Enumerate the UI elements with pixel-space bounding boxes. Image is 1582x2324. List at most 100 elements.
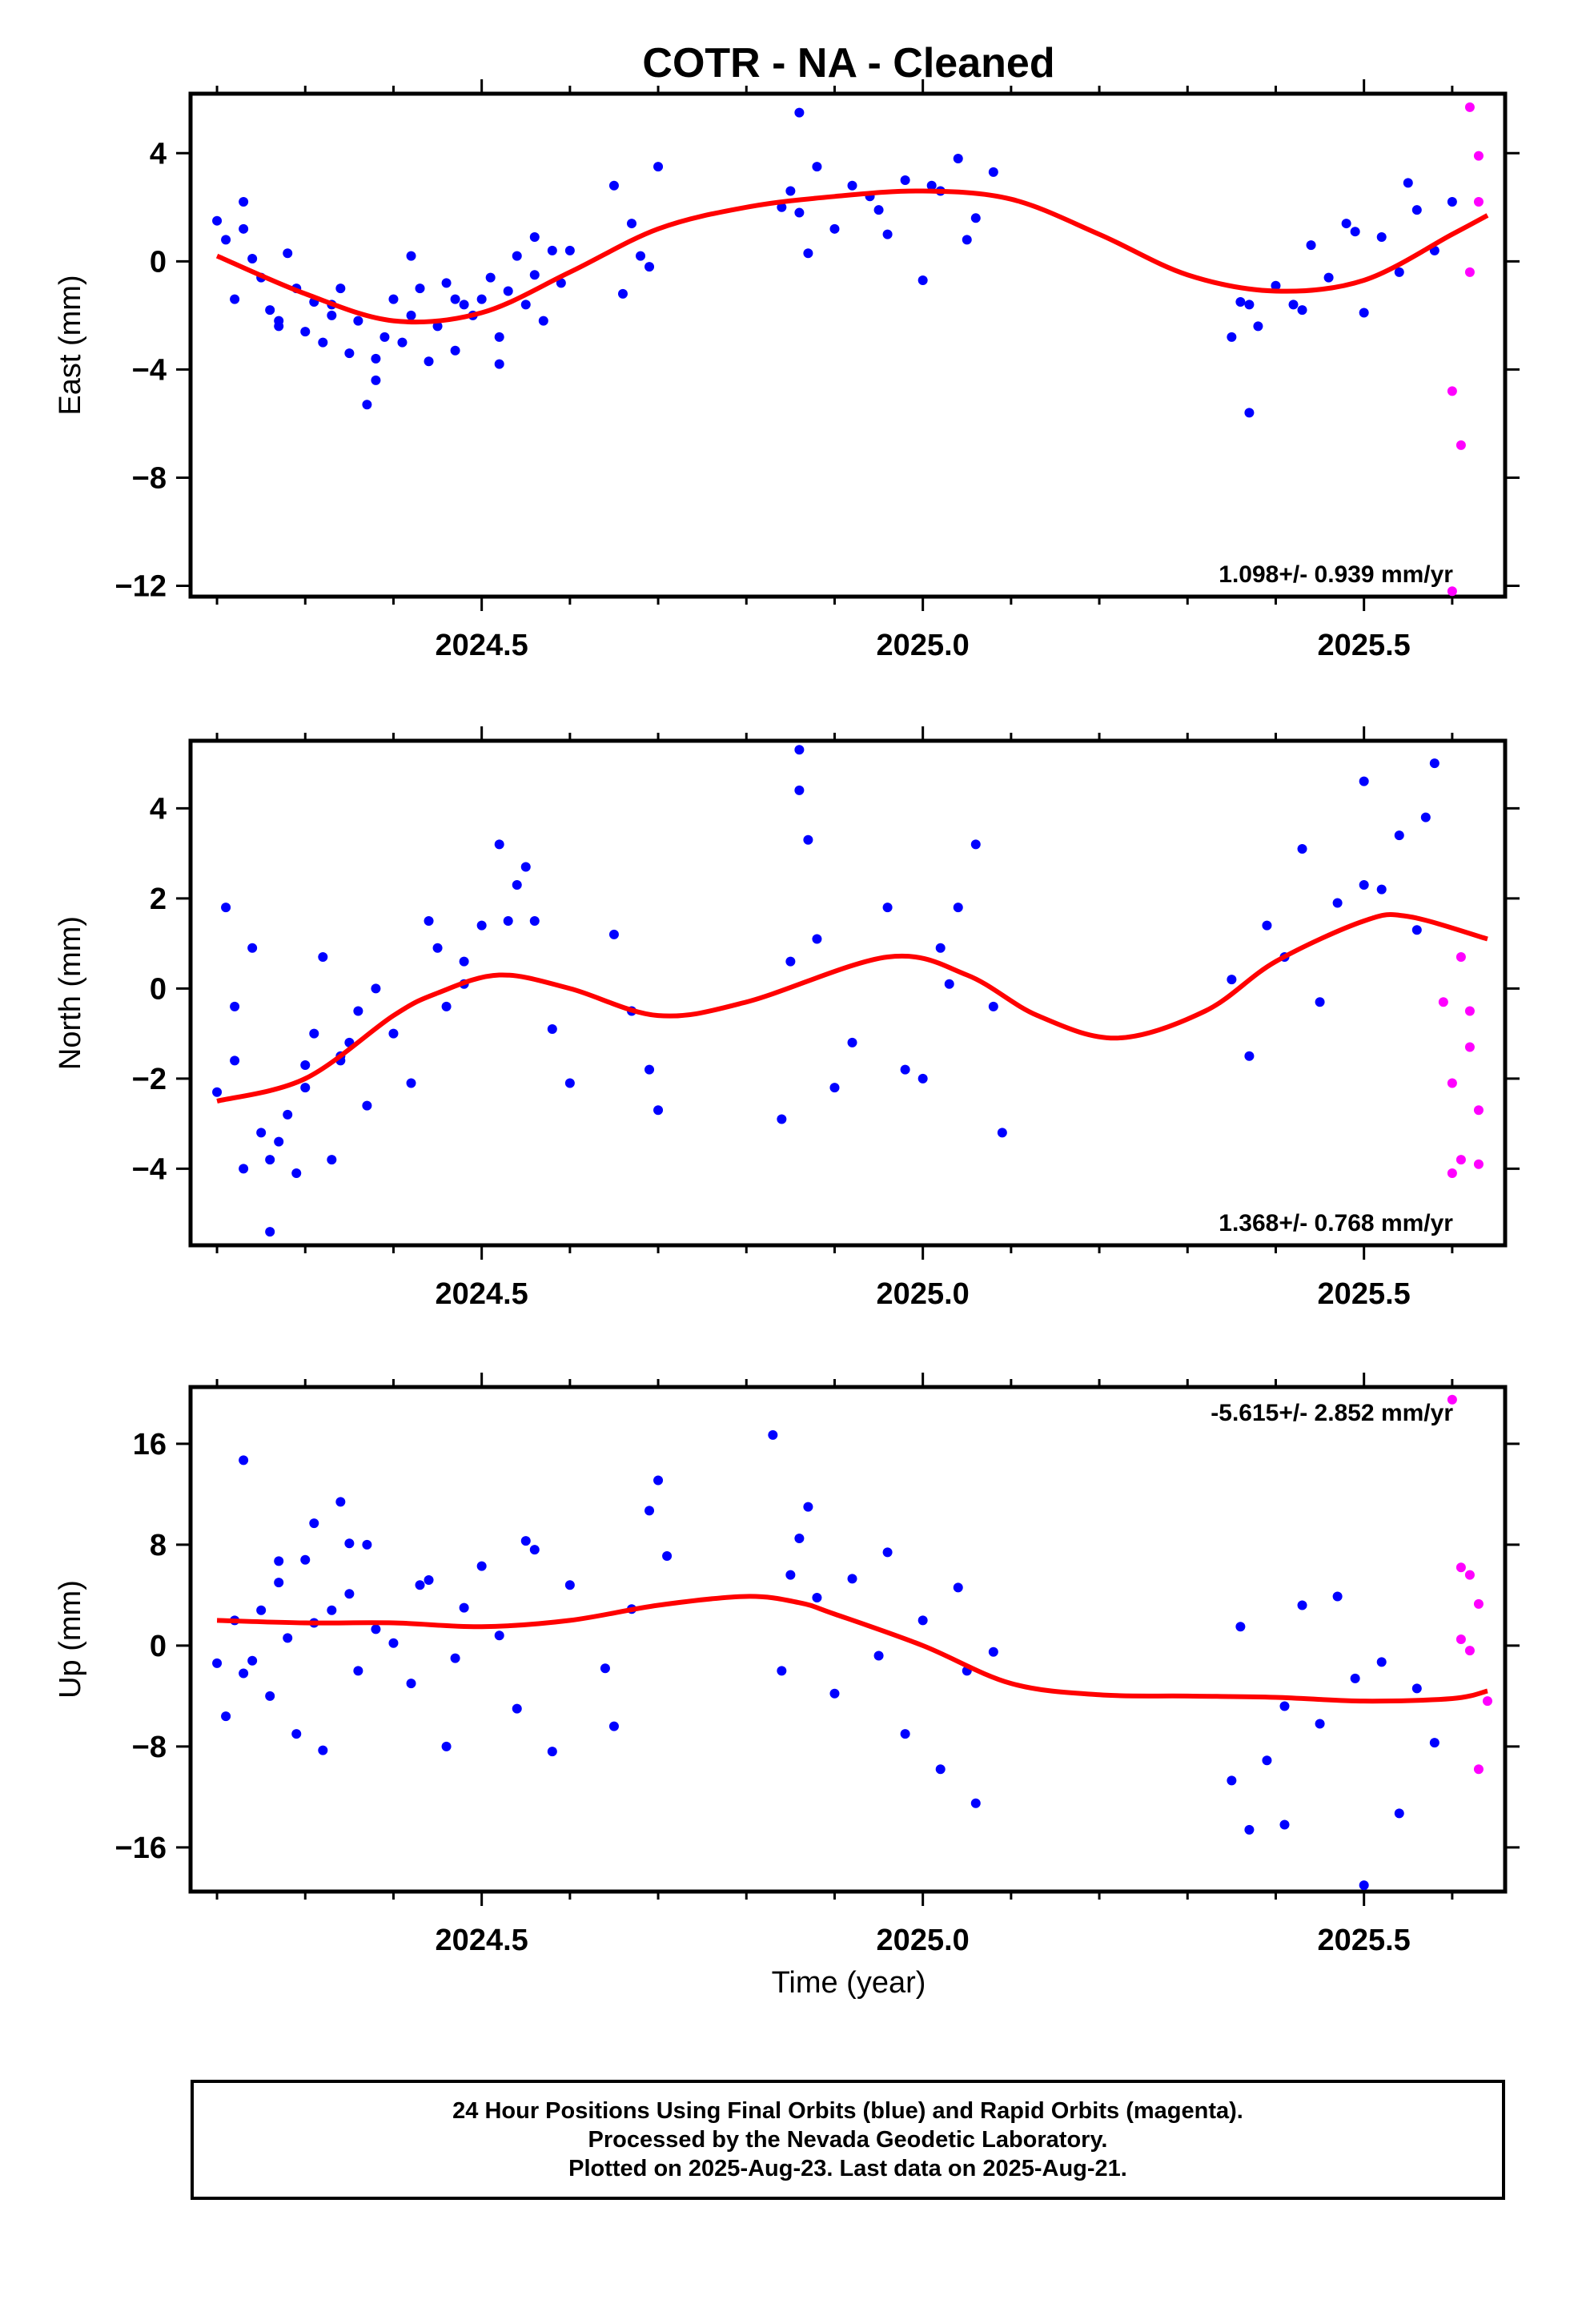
east-final-point bbox=[494, 332, 504, 342]
up-rapid-point bbox=[1464, 1570, 1475, 1580]
east-final-point bbox=[873, 205, 884, 215]
up-final-point bbox=[1376, 1657, 1387, 1667]
up-final-point bbox=[441, 1741, 452, 1751]
north-final-point bbox=[803, 834, 813, 845]
east-final-point bbox=[1359, 308, 1369, 318]
north-final-point bbox=[644, 1064, 655, 1075]
east-final-point bbox=[847, 180, 857, 191]
north-final-point bbox=[353, 1006, 363, 1016]
north-rapid-point bbox=[1456, 1155, 1466, 1165]
north-final-point bbox=[882, 903, 893, 913]
up-final-point bbox=[344, 1538, 355, 1549]
up-final-point bbox=[653, 1475, 664, 1486]
north-final-point bbox=[847, 1037, 857, 1047]
up-x-tick-label: 2024.5 bbox=[436, 1924, 528, 1957]
up-rapid-point bbox=[1456, 1562, 1466, 1573]
north-final-point bbox=[503, 916, 513, 926]
up-final-point bbox=[1244, 1824, 1255, 1835]
east-final-point bbox=[556, 278, 566, 288]
up-final-point bbox=[415, 1580, 425, 1590]
north-final-point bbox=[794, 785, 805, 795]
up-rate-label: -5.615+/- 2.852 mm/yr bbox=[1211, 1400, 1453, 1426]
north-final-point bbox=[265, 1227, 275, 1237]
north-final-point bbox=[318, 952, 328, 962]
north-final-point bbox=[371, 983, 381, 994]
north-x-tick-label: 2025.0 bbox=[877, 1277, 970, 1311]
east-final-point bbox=[529, 231, 540, 242]
north-final-point bbox=[274, 1136, 284, 1147]
up-final-point bbox=[388, 1638, 399, 1648]
up-final-point bbox=[882, 1547, 893, 1558]
east-final-point bbox=[353, 316, 363, 326]
up-final-point bbox=[221, 1711, 231, 1722]
east-y-tick-label: 0 bbox=[150, 245, 167, 279]
east-rapid-point bbox=[1473, 151, 1484, 161]
up-final-point bbox=[953, 1582, 963, 1593]
up-final-point bbox=[1279, 1701, 1290, 1711]
up-final-point bbox=[274, 1556, 284, 1566]
north-final-point bbox=[362, 1100, 372, 1111]
east-final-point bbox=[441, 278, 452, 288]
north-rapid-point bbox=[1447, 1078, 1457, 1088]
east-final-point bbox=[962, 235, 972, 245]
east-final-point bbox=[221, 235, 231, 245]
north-final-point bbox=[777, 1114, 787, 1124]
east-final-point bbox=[617, 288, 628, 299]
east-y-tick-label: −8 bbox=[132, 461, 167, 495]
up-final-point bbox=[600, 1663, 610, 1674]
east-final-point bbox=[785, 186, 796, 196]
north-final-point bbox=[441, 1001, 452, 1011]
east-final-point bbox=[900, 175, 910, 186]
east-final-point bbox=[335, 283, 346, 294]
east-rapid-point bbox=[1447, 586, 1457, 597]
up-final-point bbox=[935, 1764, 946, 1775]
east-final-point bbox=[644, 262, 655, 272]
north-rapid-point bbox=[1473, 1105, 1484, 1116]
north-final-point bbox=[291, 1168, 302, 1178]
east-final-point bbox=[777, 202, 787, 212]
up-plot-frame bbox=[188, 1385, 1508, 1894]
up-y-axis-label: Up (mm) bbox=[54, 1580, 87, 1699]
up-final-point bbox=[265, 1691, 275, 1701]
east-rate-label: 1.098+/- 0.939 mm/yr bbox=[1219, 561, 1453, 588]
east-final-point bbox=[627, 219, 637, 229]
up-final-point bbox=[1235, 1622, 1246, 1632]
north-final-point bbox=[1394, 830, 1404, 841]
up-final-point bbox=[450, 1653, 460, 1663]
north-final-point bbox=[1420, 812, 1431, 822]
up-final-point bbox=[1332, 1591, 1343, 1602]
up-final-point bbox=[785, 1570, 796, 1580]
east-rapid-point bbox=[1464, 102, 1475, 112]
up-final-point bbox=[353, 1666, 363, 1676]
north-rapid-point bbox=[1464, 1042, 1475, 1052]
north-final-point bbox=[1227, 975, 1237, 985]
east-final-point bbox=[1288, 300, 1299, 310]
east-final-point bbox=[988, 167, 998, 177]
east-final-point bbox=[379, 332, 390, 342]
east-final-point bbox=[1253, 321, 1263, 332]
north-final-point bbox=[494, 839, 504, 850]
north-y-axis-label: North (mm) bbox=[54, 916, 87, 1070]
north-y-tick-label: −4 bbox=[132, 1152, 167, 1186]
north-final-point bbox=[794, 745, 805, 755]
north-y-tick-label: 4 bbox=[150, 792, 167, 826]
up-final-point bbox=[803, 1502, 813, 1512]
up-final-point bbox=[777, 1666, 787, 1676]
north-final-point bbox=[406, 1078, 416, 1088]
north-final-point bbox=[997, 1128, 1007, 1138]
north-final-point bbox=[529, 916, 540, 926]
north-plot-frame bbox=[188, 738, 1508, 1248]
footer-caption-box: 24 Hour Positions Using Final Orbits (bl… bbox=[191, 2080, 1505, 2200]
east-y-axis-label: East (mm) bbox=[54, 275, 87, 415]
north-rapid-point bbox=[1473, 1159, 1484, 1169]
east-final-point bbox=[485, 272, 496, 283]
up-final-point bbox=[768, 1429, 778, 1440]
x-axis-label: Time (year) bbox=[772, 1966, 926, 2000]
footer-line-1: 24 Hour Positions Using Final Orbits (bl… bbox=[452, 2098, 1243, 2124]
up-final-point bbox=[247, 1655, 258, 1666]
up-rapid-point bbox=[1482, 1696, 1492, 1707]
up-final-point bbox=[812, 1593, 822, 1603]
up-final-point bbox=[970, 1798, 981, 1808]
north-final-point bbox=[653, 1105, 664, 1116]
